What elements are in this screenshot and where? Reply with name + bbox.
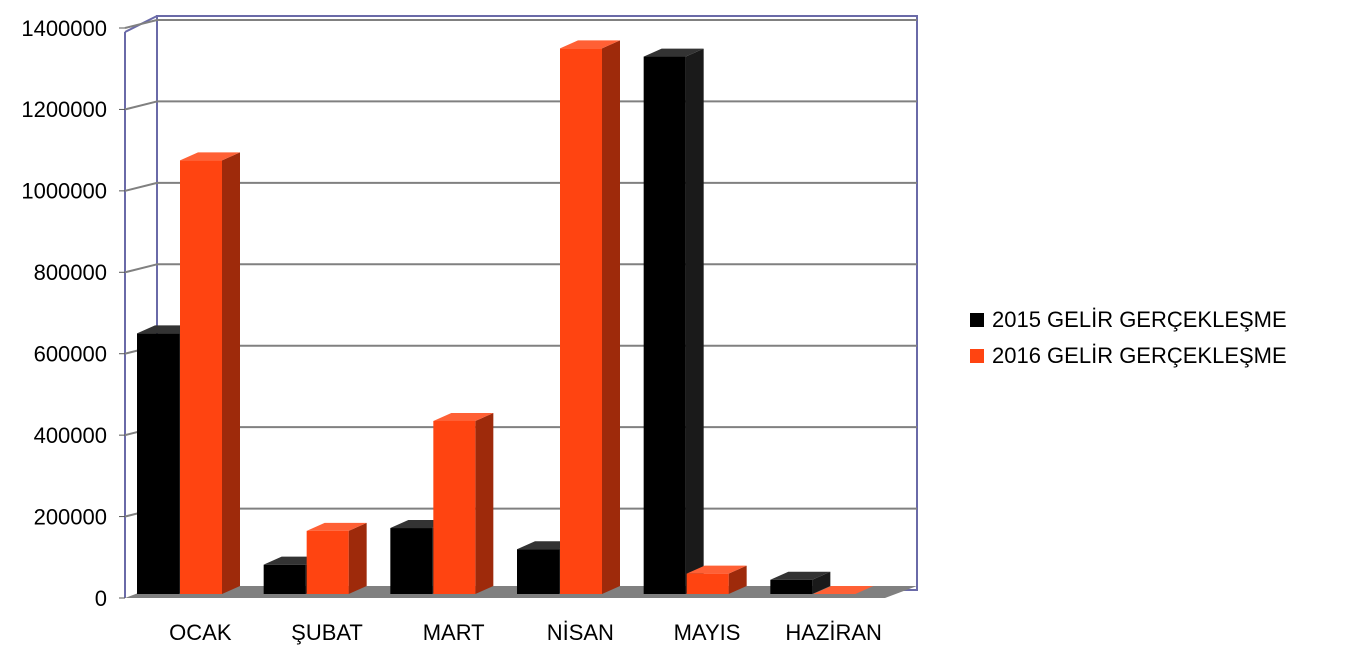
legend-item-2015: 2015 GELİR GERÇEKLEŞME [970, 302, 1287, 338]
bar-front [433, 420, 476, 594]
bar-2016-NİSAN [560, 40, 620, 594]
bar-front [263, 564, 306, 594]
legend-label-2015: 2015 GELİR GERÇEKLEŞME [992, 307, 1287, 332]
bar-front [517, 549, 559, 594]
x-axis-labels: OCAK ŞUBAT MART NİSAN MAYIS HAZİRAN [169, 620, 882, 645]
legend-item-2016: 2016 GELİR GERÇEKLEŞME [970, 338, 1287, 374]
gridline-side [124, 181, 158, 192]
gridlines [124, 19, 917, 518]
y-tick-label: 600000 [34, 342, 107, 367]
y-tick-label: 400000 [34, 423, 107, 448]
bar-top [813, 586, 874, 594]
x-tick-label: OCAK [169, 620, 232, 645]
y-axis-ticks: 0 200000 400000 600000 800000 1000000 1200000 1… [21, 16, 125, 611]
bar-front [686, 573, 729, 594]
bar-2016-ŞUBAT [306, 522, 367, 594]
y-tick-label: 1000000 [21, 179, 107, 204]
bar-2016-HAZİRAN [813, 586, 874, 594]
bar-2016-MAYIS [686, 565, 747, 594]
bar-front [180, 160, 222, 594]
legend-label-2016: 2016 GELİR GERÇEKLEŞME [992, 343, 1287, 368]
bar-top [306, 522, 367, 531]
x-tick-label: ŞUBAT [291, 620, 363, 645]
chart-wall [124, 15, 918, 598]
bar-top [560, 40, 620, 49]
y-tick-label: 800000 [34, 260, 107, 285]
legend-swatch-2016 [970, 349, 984, 363]
y-tick-label: 1400000 [21, 16, 107, 41]
bar-top [180, 152, 240, 161]
bar-2015-HAZİRAN [770, 571, 831, 594]
bar-side [812, 571, 831, 594]
x-tick-label: HAZİRAN [785, 620, 882, 645]
x-tick-label: NİSAN [547, 620, 614, 645]
y-tick-label: 200000 [34, 504, 107, 529]
x-tick-label: MAYIS [674, 620, 741, 645]
bar-top [770, 571, 831, 580]
y-tick-label: 0 [95, 586, 107, 611]
bar-front [770, 579, 813, 594]
x-tick-label: MART [423, 620, 485, 645]
gridline-side [124, 263, 158, 274]
bar-front [390, 528, 433, 594]
bar-top [433, 412, 494, 421]
y-tick-label: 1200000 [21, 97, 107, 122]
bar-top [686, 565, 747, 574]
bar-2015-MAYIS [643, 48, 704, 595]
bar-front [560, 48, 602, 594]
bar-front [306, 530, 349, 594]
bar-top [643, 48, 704, 57]
bar-2016-OCAK [180, 152, 240, 594]
bar-side [602, 40, 620, 594]
gridline-side [124, 19, 158, 29]
bar-side [222, 152, 240, 594]
legend: 2015 GELİR GERÇEKLEŞME 2016 GELİR GERÇEK… [970, 302, 1287, 374]
gridline-side [124, 100, 158, 111]
legend-swatch-2015 [970, 313, 984, 327]
bar-front [137, 333, 179, 594]
bar-side [475, 412, 494, 594]
bar-2015-MART [390, 520, 451, 594]
bar-side [685, 48, 704, 595]
bar-2016-MART [433, 412, 494, 594]
bar-side [728, 565, 747, 594]
bar-side [348, 522, 367, 594]
bar-front [643, 56, 686, 595]
bars [137, 40, 874, 595]
